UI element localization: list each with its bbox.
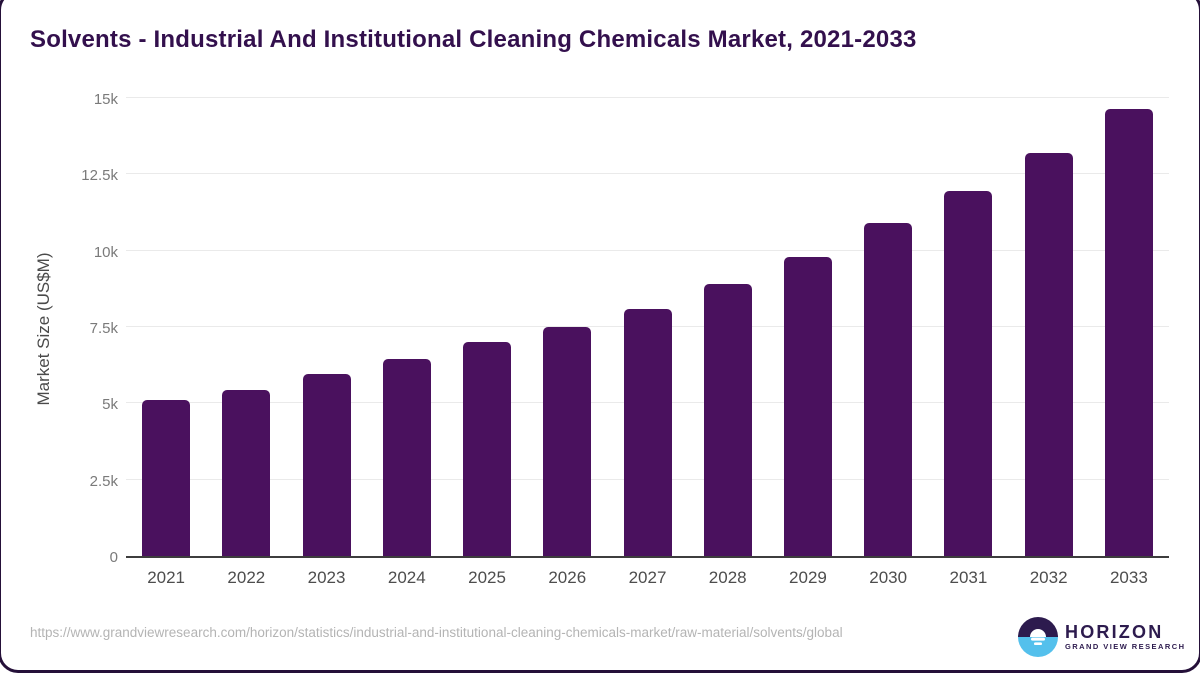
gridline xyxy=(126,173,1169,175)
bar-2026[interactable] xyxy=(543,327,592,556)
y-tick-label: 2.5k xyxy=(89,472,118,490)
x-tick-label: 2023 xyxy=(307,568,346,587)
x-tick-label: 2032 xyxy=(1029,568,1068,587)
y-tick-label: 12.5k xyxy=(81,167,118,185)
bar-2022[interactable] xyxy=(222,389,271,556)
horizon-sunset-circle-icon xyxy=(1018,617,1058,657)
bar-2029[interactable] xyxy=(783,256,832,556)
y-tick-label: 7.5k xyxy=(89,320,118,337)
x-tick-label: 2021 xyxy=(147,568,186,587)
horizon-logo: HORIZON GRAND VIEW RESEARCH xyxy=(1018,617,1185,657)
x-tick-label: 2031 xyxy=(949,568,988,587)
x-tick-label: 2026 xyxy=(548,568,587,587)
gridline xyxy=(126,249,1169,251)
y-tick-label: 0 xyxy=(109,549,118,566)
chart-title: Solvents - Industrial And Institutional … xyxy=(30,26,917,53)
bar-2030[interactable] xyxy=(864,223,913,556)
logo-name: HORIZON xyxy=(1065,622,1164,642)
bar-2023[interactable] xyxy=(302,374,351,556)
x-tick-label: 2033 xyxy=(1109,568,1148,587)
x-tick-label: 2027 xyxy=(628,568,667,587)
bar-2028[interactable] xyxy=(703,284,752,556)
gridline xyxy=(126,97,1169,98)
bar-2032[interactable] xyxy=(1024,152,1073,556)
bar-2033[interactable] xyxy=(1104,108,1153,556)
x-tick-label: 2022 xyxy=(227,568,266,587)
y-tick-label: 15k xyxy=(93,91,118,108)
logo-subtitle: GRAND VIEW RESEARCH xyxy=(1065,642,1186,651)
bar-2027[interactable] xyxy=(623,308,672,556)
bar-2031[interactable] xyxy=(944,191,993,556)
bar-2025[interactable] xyxy=(463,342,512,556)
bar-2021[interactable] xyxy=(142,400,191,556)
bar-2024[interactable] xyxy=(382,359,431,556)
x-tick-label: 2028 xyxy=(708,568,747,587)
y-tick-label: 10k xyxy=(93,243,118,261)
source-url: https://www.grandviewresearch.com/horizo… xyxy=(30,625,843,640)
x-tick-label: 2029 xyxy=(789,568,827,587)
y-tick-label: 5k xyxy=(102,396,118,414)
x-tick-label: 2025 xyxy=(468,568,506,587)
x-tick-label: 2024 xyxy=(387,568,426,587)
x-tick-label: 2030 xyxy=(869,568,908,587)
plot-area xyxy=(126,97,1169,558)
